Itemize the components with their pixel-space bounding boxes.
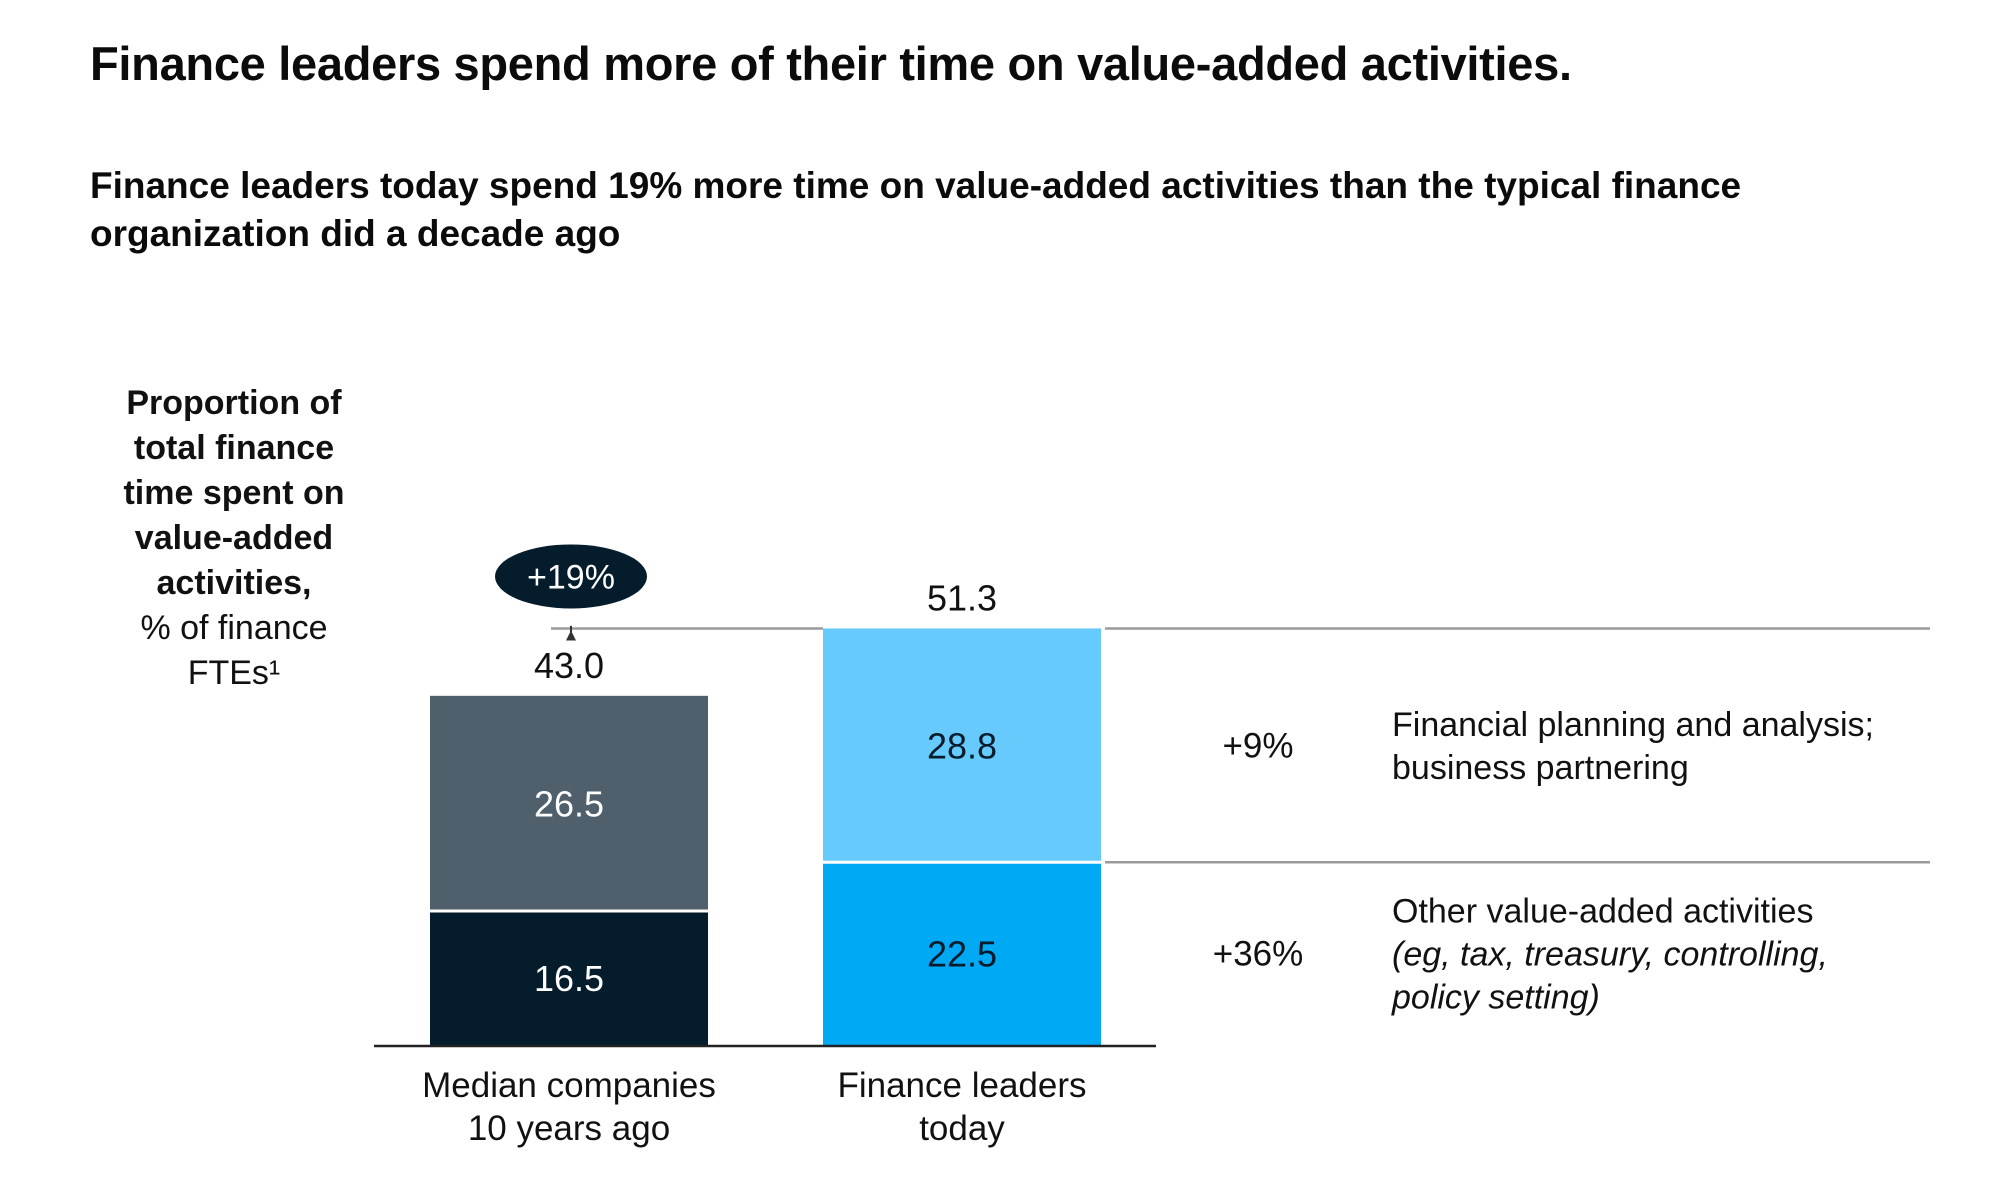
x-axis: Median companies 10 years ago Finance lead… xyxy=(374,1044,1156,1148)
change-arrow-head xyxy=(566,630,576,641)
x-tick-label: today xyxy=(919,1109,1005,1148)
bar-segment-1-category-1 xyxy=(430,911,708,1045)
bar-segment-1-category-2 xyxy=(823,862,1101,1045)
chart-subtitle: Finance leaders today spend 19% more tim… xyxy=(90,165,1742,254)
y-axis-label: Proportion of total finance time spent on v… xyxy=(123,384,344,692)
x-tick-label: Finance leaders xyxy=(837,1066,1086,1105)
bar-total-label: 51.3 xyxy=(927,577,997,618)
chart-title: Finance leaders spend more of their time… xyxy=(90,37,1572,90)
bar-value-label: 28.8 xyxy=(927,725,997,766)
legend-series-detail: business partnering xyxy=(1392,749,1689,787)
y-label-line: FTEs¹ xyxy=(188,654,281,692)
bar-total-label: 43.0 xyxy=(534,645,604,686)
bar-segment-2-category-2 xyxy=(823,628,1101,863)
legend-series-name: Other value-added activities xyxy=(1392,893,1813,931)
y-label-line: value-added xyxy=(135,519,333,557)
series-change-label: +9% xyxy=(1222,726,1293,765)
bar-totals: 43.0 51.3 xyxy=(534,577,997,685)
y-label-line: % of finance xyxy=(140,609,327,647)
legend-series-detail: policy setting) xyxy=(1391,979,1600,1017)
series-change-label: +36% xyxy=(1213,935,1304,974)
change-badge-label: +19% xyxy=(527,558,615,596)
y-label-line: activities, xyxy=(157,564,312,602)
bar-value-label: 22.5 xyxy=(927,934,997,975)
total-change-annotation: +19% xyxy=(495,544,647,641)
change-badge xyxy=(495,544,647,609)
legend: +36% Other value-added activities (eg, tax… xyxy=(1213,706,1874,1017)
bar-labels: 16.5 26.5 22.5 28.8 xyxy=(534,725,997,999)
y-label-line: total finance xyxy=(134,429,334,467)
bar-value-label: 26.5 xyxy=(534,783,604,824)
legend-series-name: Financial planning and analysis; xyxy=(1392,706,1874,744)
x-tick-label: Median companies xyxy=(422,1066,716,1105)
x-tick-label: 10 years ago xyxy=(468,1109,670,1148)
bar-segment-2-category-1 xyxy=(430,695,708,912)
y-label-line: time spent on xyxy=(123,474,344,512)
y-label-line: Proportion of xyxy=(126,384,342,422)
legend-series-detail: (eg, tax, treasury, controlling, xyxy=(1392,936,1828,974)
reference-lines xyxy=(551,627,1930,864)
bars xyxy=(430,628,1101,1045)
bar-value-label: 16.5 xyxy=(534,958,604,999)
